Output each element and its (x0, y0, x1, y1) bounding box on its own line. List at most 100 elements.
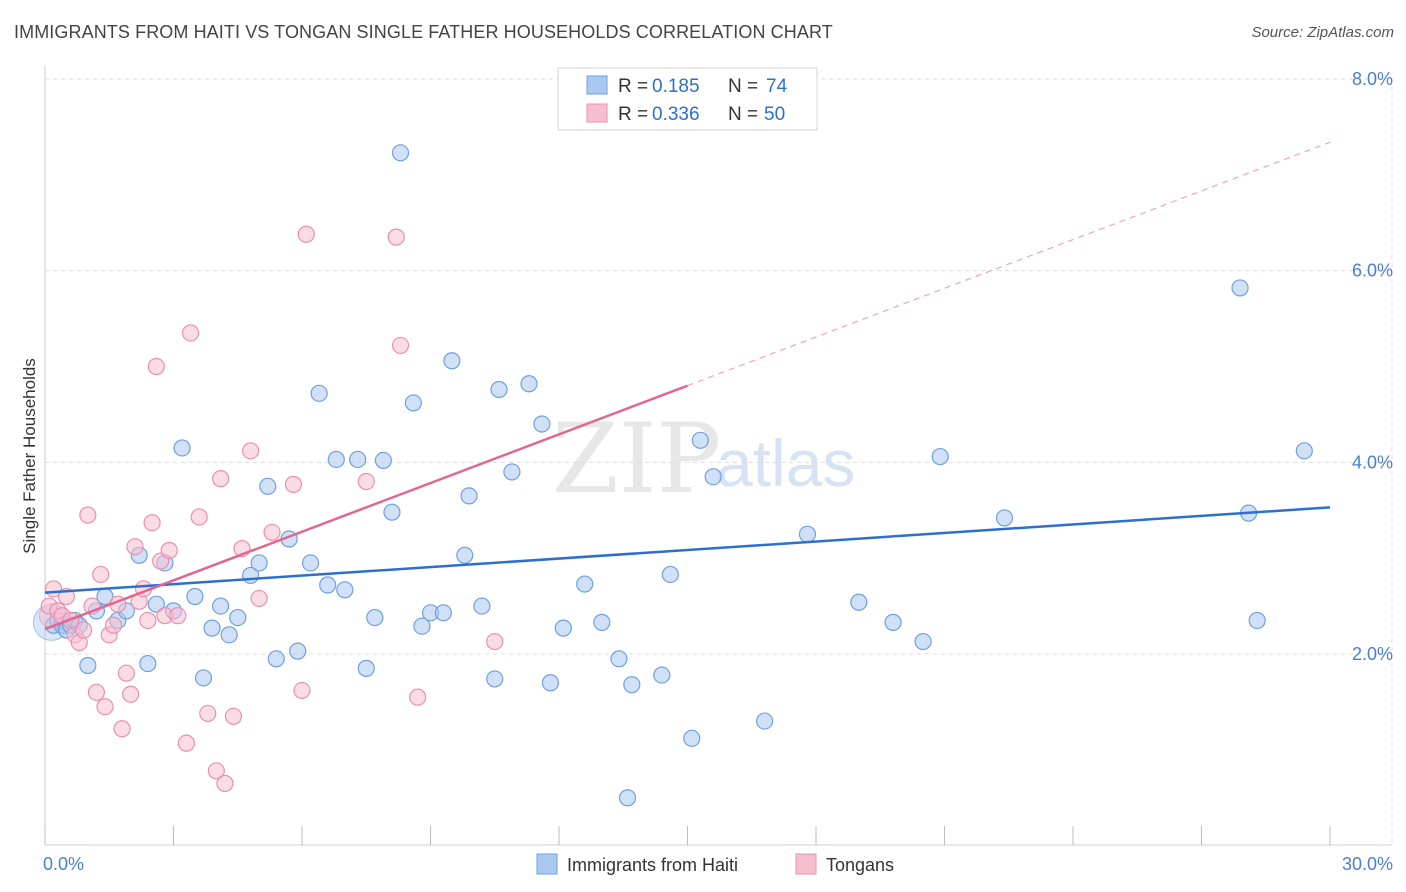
tongans-point-44 (297, 225, 315, 243)
series-tongans-points (38, 225, 504, 792)
tongans-point-42 (284, 475, 303, 493)
stats-legend: R = 0.185 N = 74 R = 0.336 N = 50 (557, 67, 818, 131)
haiti-point-41 (404, 394, 422, 412)
series-legend: Immigrants from Haiti Tongans (536, 853, 894, 875)
tongans-point-9 (79, 506, 97, 524)
tongans-point-47 (391, 336, 410, 355)
legend-r-value-1: 0.185 (652, 76, 700, 97)
y-tick-labels: 2.0% 4.0% 6.0% 8.0% (1352, 69, 1393, 664)
haiti-point-18 (186, 587, 204, 606)
haiti-point-63 (683, 729, 701, 747)
tongans-point-45 (357, 472, 375, 491)
tongans-point-39 (242, 442, 260, 460)
tongans-point-48 (409, 688, 427, 706)
legend-r-label-1: R = (618, 76, 648, 97)
legend-n-label-2: N = (728, 104, 758, 125)
y-tick-label-1: 4.0% (1352, 452, 1393, 472)
tongans-point-20 (126, 538, 144, 556)
watermark-atlas: atlas (716, 426, 855, 500)
series-legend-swatch-tongans (795, 853, 817, 875)
tongans-trendline (44, 384, 688, 631)
haiti-point-17 (173, 439, 191, 457)
y-tick-label-3: 8.0% (1352, 69, 1393, 89)
haiti-point-61 (653, 666, 671, 684)
haiti-point-34 (336, 581, 354, 599)
series-legend-swatch-haiti (536, 853, 558, 875)
x-tick-label-0: 0.0% (43, 854, 84, 874)
haiti-point-40 (391, 144, 410, 162)
haiti-point-64 (691, 431, 709, 449)
tongans-point-11 (87, 683, 106, 701)
haiti-point-29 (289, 642, 307, 660)
tongans-point-29 (169, 607, 187, 625)
tongans-point-18 (117, 664, 135, 682)
haiti-point-69 (884, 613, 902, 631)
tongans-point-46 (387, 228, 405, 246)
haiti-point-67 (798, 525, 817, 543)
haiti-point-57 (593, 613, 611, 631)
tongans-point-13 (96, 698, 114, 716)
haiti-point-46 (456, 546, 474, 564)
haiti-point-31 (310, 384, 328, 402)
tongans-point-17 (113, 720, 131, 738)
tongans-point-49 (486, 632, 504, 651)
legend-swatch-pink (586, 103, 608, 123)
tongans-point-31 (182, 324, 200, 342)
y-axis-title: Single Father Households (20, 358, 39, 554)
haiti-point-52 (520, 375, 538, 393)
tongans-point-36 (216, 774, 234, 792)
tongans-point-34 (207, 762, 225, 780)
legend-swatch-blue (586, 75, 608, 95)
tongans-point-15 (104, 616, 123, 634)
tongans-point-28 (160, 541, 178, 560)
haiti-point-75 (1248, 611, 1266, 630)
gridlines (45, 78, 1393, 845)
haiti-point-35 (349, 450, 367, 469)
series-legend-label-tongans: Tongans (826, 855, 894, 875)
haiti-point-37 (366, 608, 384, 627)
haiti-point-59 (618, 789, 637, 807)
legend-n-value-1: 74 (766, 76, 788, 97)
tongans-point-30 (177, 734, 195, 752)
haiti-point-70 (914, 632, 932, 651)
trendlines (44, 141, 1331, 631)
tongans-point-32 (190, 508, 208, 526)
watermark-zip: ZIP (552, 403, 721, 515)
haiti-point-65 (704, 468, 722, 486)
haiti-point-54 (541, 674, 560, 692)
y-tick-label-0: 2.0% (1352, 644, 1393, 664)
haiti-point-45 (443, 352, 461, 370)
y-tick-label-2: 6.0% (1352, 261, 1393, 281)
haiti-point-42 (413, 617, 431, 635)
tongans-point-19 (122, 685, 140, 703)
haiti-point-26 (259, 477, 277, 495)
tongans-point-37 (224, 707, 243, 725)
tongans-point-41 (263, 523, 281, 541)
legend-r-value-2: 0.336 (652, 104, 700, 125)
haiti-point-55 (554, 619, 572, 637)
haiti-point-22 (220, 626, 238, 644)
legend-n-value-2: 50 (764, 104, 785, 125)
haiti-point-66 (755, 712, 774, 730)
axes (44, 66, 1392, 846)
haiti-point-76 (1295, 442, 1313, 460)
haiti-point-53 (533, 415, 551, 433)
haiti-point-38 (374, 451, 392, 470)
haiti-point-7 (79, 656, 97, 675)
haiti-point-13 (139, 654, 157, 673)
legend-n-label-1: N = (728, 76, 758, 97)
haiti-point-60 (623, 676, 641, 694)
haiti-point-30 (301, 554, 320, 572)
tongans-point-40 (250, 589, 268, 608)
tongans-point-12 (92, 565, 110, 584)
tongans-trendline-extension (687, 141, 1331, 387)
haiti-point-73 (1231, 279, 1249, 297)
haiti-point-20 (203, 619, 221, 637)
haiti-point-25 (250, 554, 268, 572)
tongans-point-43 (293, 681, 311, 700)
haiti-point-62 (661, 565, 679, 584)
x-tick-label-1: 30.0% (1342, 854, 1393, 874)
x-tick-labels: 0.0% 30.0% (43, 854, 1393, 874)
haiti-point-33 (327, 450, 345, 469)
haiti-point-51 (503, 463, 521, 481)
